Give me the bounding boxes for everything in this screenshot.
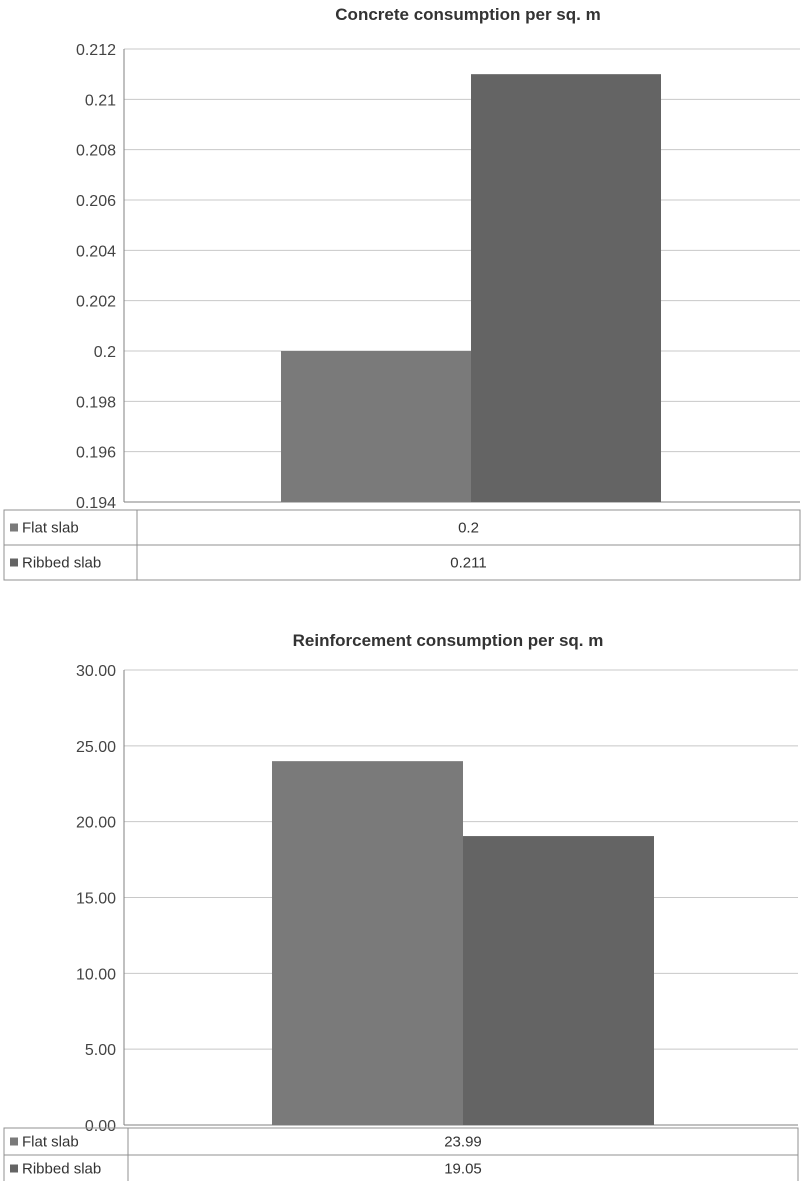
y-tick-label: 20.00 bbox=[76, 815, 116, 832]
y-tick-label: 0.208 bbox=[76, 143, 116, 160]
chart-title: Reinforcement consumption per sq. m bbox=[293, 631, 604, 650]
reinforcement-consumption-chart: Reinforcement consumption per sq. m 0.00 5… bbox=[3, 631, 799, 1181]
bar-flat-slab bbox=[272, 761, 463, 1125]
legend-swatch bbox=[10, 1164, 18, 1173]
y-tick-label: 0.194 bbox=[76, 495, 116, 512]
y-tick-label: 0.202 bbox=[76, 294, 116, 311]
legend-series-name: Flat slab bbox=[22, 1134, 79, 1151]
y-tick-label: 0.212 bbox=[76, 42, 116, 59]
legend-swatch bbox=[10, 558, 18, 567]
y-tick-label: 0.206 bbox=[76, 193, 116, 210]
y-tick-label: 0.21 bbox=[85, 92, 116, 109]
y-tick-label: 15.00 bbox=[76, 891, 116, 908]
legend-series-name: Flat slab bbox=[22, 520, 79, 537]
data-table-value: 0.2 bbox=[458, 520, 479, 537]
data-table-value: 19.05 bbox=[444, 1161, 482, 1178]
bar-ribbed-slab bbox=[471, 74, 661, 503]
y-tick-label: 0.196 bbox=[76, 445, 116, 462]
data-table-value: 23.99 bbox=[444, 1134, 482, 1151]
y-tick-label: 5.00 bbox=[85, 1042, 116, 1059]
bar-flat-slab bbox=[281, 351, 471, 502]
legend-series-name: Ribbed slab bbox=[22, 555, 101, 572]
y-tick-label: 10.00 bbox=[76, 966, 116, 983]
legend-swatch bbox=[10, 1137, 18, 1146]
y-tick-label: 30.00 bbox=[76, 663, 116, 680]
legend-series-name: Ribbed slab bbox=[22, 1161, 101, 1178]
concrete-consumption-chart: Concrete consumption per sq. m 0.194 0.196… bbox=[3, 5, 801, 581]
y-tick-label: 0.00 bbox=[85, 1118, 116, 1135]
data-table-value: 0.211 bbox=[450, 555, 486, 572]
y-tick-label: 25.00 bbox=[76, 739, 116, 756]
y-tick-label: 0.204 bbox=[76, 243, 116, 260]
legend-swatch bbox=[10, 523, 18, 532]
y-tick-label: 0.198 bbox=[76, 394, 116, 411]
chart-title: Concrete consumption per sq. m bbox=[335, 5, 600, 24]
bar-ribbed-slab bbox=[463, 836, 654, 1125]
y-tick-label: 0.2 bbox=[94, 344, 116, 361]
